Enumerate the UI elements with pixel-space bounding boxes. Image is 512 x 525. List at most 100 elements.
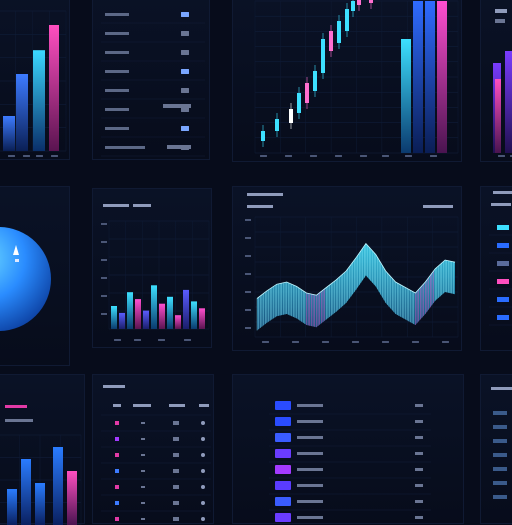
rlist-chip (497, 279, 509, 284)
midbars-bar (183, 289, 189, 329)
list1-row-icon (181, 12, 189, 17)
candle-tick-label (260, 155, 267, 157)
candle-body (321, 39, 325, 73)
br-row (493, 411, 507, 415)
btable-title (103, 385, 125, 388)
midbars-ytick (101, 277, 107, 279)
panel-mid-area (232, 186, 462, 351)
list1-row-label (105, 70, 129, 73)
bchips-chip (275, 401, 291, 410)
midbars-tick-label (158, 339, 165, 341)
btable-status (201, 469, 205, 473)
midbars-bar (159, 303, 165, 329)
list1-row-label (105, 127, 129, 130)
bl-legend (5, 405, 27, 408)
tl-tick-label (36, 155, 43, 157)
list1-row-label (105, 146, 129, 149)
pie-label (15, 259, 19, 262)
list1-row-label (105, 89, 129, 92)
bl-bar (21, 459, 31, 525)
panel-bottom-table (92, 374, 214, 524)
list1-row-icon (181, 69, 189, 74)
panel-mid-left-pie (0, 186, 70, 366)
midbars-ytick (101, 241, 107, 243)
rlist-sub (491, 203, 511, 206)
tl-bar (3, 116, 15, 151)
bottom-table (101, 385, 211, 521)
rlist-chip (497, 297, 509, 302)
bchips-label (297, 452, 323, 455)
list1-row-icon (181, 31, 189, 36)
panel-bottom-right (480, 374, 512, 524)
bchips-value (415, 404, 423, 407)
btable-cell (173, 437, 179, 441)
bchips-label (297, 484, 323, 487)
btable-cell (141, 486, 145, 488)
midbars-bar (111, 306, 117, 329)
btable-cell (141, 438, 145, 440)
br-row (493, 453, 507, 457)
top-right-bar-chart (493, 9, 512, 157)
br-row (493, 439, 507, 443)
candle-side-bar (413, 1, 423, 153)
panel-top-right (480, 0, 512, 162)
area-ytick (245, 255, 251, 257)
list1-row-label (105, 32, 129, 35)
tr-sub (495, 19, 505, 23)
btable-cell (173, 517, 179, 521)
bchips-chip (275, 417, 291, 426)
candle-tick-label (430, 155, 437, 157)
tr-tick-label (498, 155, 505, 157)
btable-dot (115, 421, 119, 425)
candle-body (351, 1, 355, 11)
bottom-left-bar-chart (0, 405, 82, 525)
midbars-bar (135, 299, 141, 329)
btable-header (113, 404, 121, 407)
bchips-value (415, 468, 423, 471)
btable-cell (141, 502, 145, 504)
btable-cell (141, 454, 145, 456)
tl-tick-label (23, 155, 30, 157)
mid-bar-chart (101, 204, 210, 341)
btable-dot (115, 437, 119, 441)
bl-legend (5, 419, 33, 422)
area-tick-label (262, 341, 269, 343)
midbars-tick-label (134, 339, 141, 341)
midbars-bar (151, 285, 157, 329)
btable-dot (115, 453, 119, 457)
tl-bar (33, 50, 45, 152)
br-row (493, 481, 507, 485)
midbars-bar (143, 310, 149, 329)
btable-cell (173, 485, 179, 489)
panel-bottom-chips (232, 374, 464, 524)
tl-bar (16, 74, 28, 151)
area-ytick (245, 291, 251, 293)
area-tick-label (352, 341, 359, 343)
bchips-value (415, 500, 423, 503)
btable-dot (115, 469, 119, 473)
top-left-bar-chart (0, 10, 67, 157)
list1-row-icon (181, 88, 189, 93)
panel-bottom-left (0, 374, 85, 525)
top-list-table (101, 12, 205, 157)
btable-status (201, 501, 205, 505)
btable-status (201, 437, 205, 441)
candle-body (337, 21, 341, 43)
candle-tick-label (335, 155, 342, 157)
btable-dot (115, 517, 119, 521)
bchips-value (415, 420, 423, 423)
bl-bar (67, 471, 77, 525)
list1-footer-label (123, 146, 145, 149)
bchips-chip (275, 465, 291, 474)
bl-bar (35, 483, 45, 525)
btable-cell (141, 422, 145, 424)
midbars-ytick (101, 313, 107, 315)
rlist-chip (497, 243, 509, 248)
midbars-bar (175, 315, 181, 329)
midbars-tick-label (184, 339, 191, 341)
btable-status (201, 485, 205, 489)
btable-cell (173, 453, 179, 457)
tr-bar (495, 79, 501, 153)
candle-body (305, 83, 309, 103)
bchips-chip (275, 497, 291, 506)
